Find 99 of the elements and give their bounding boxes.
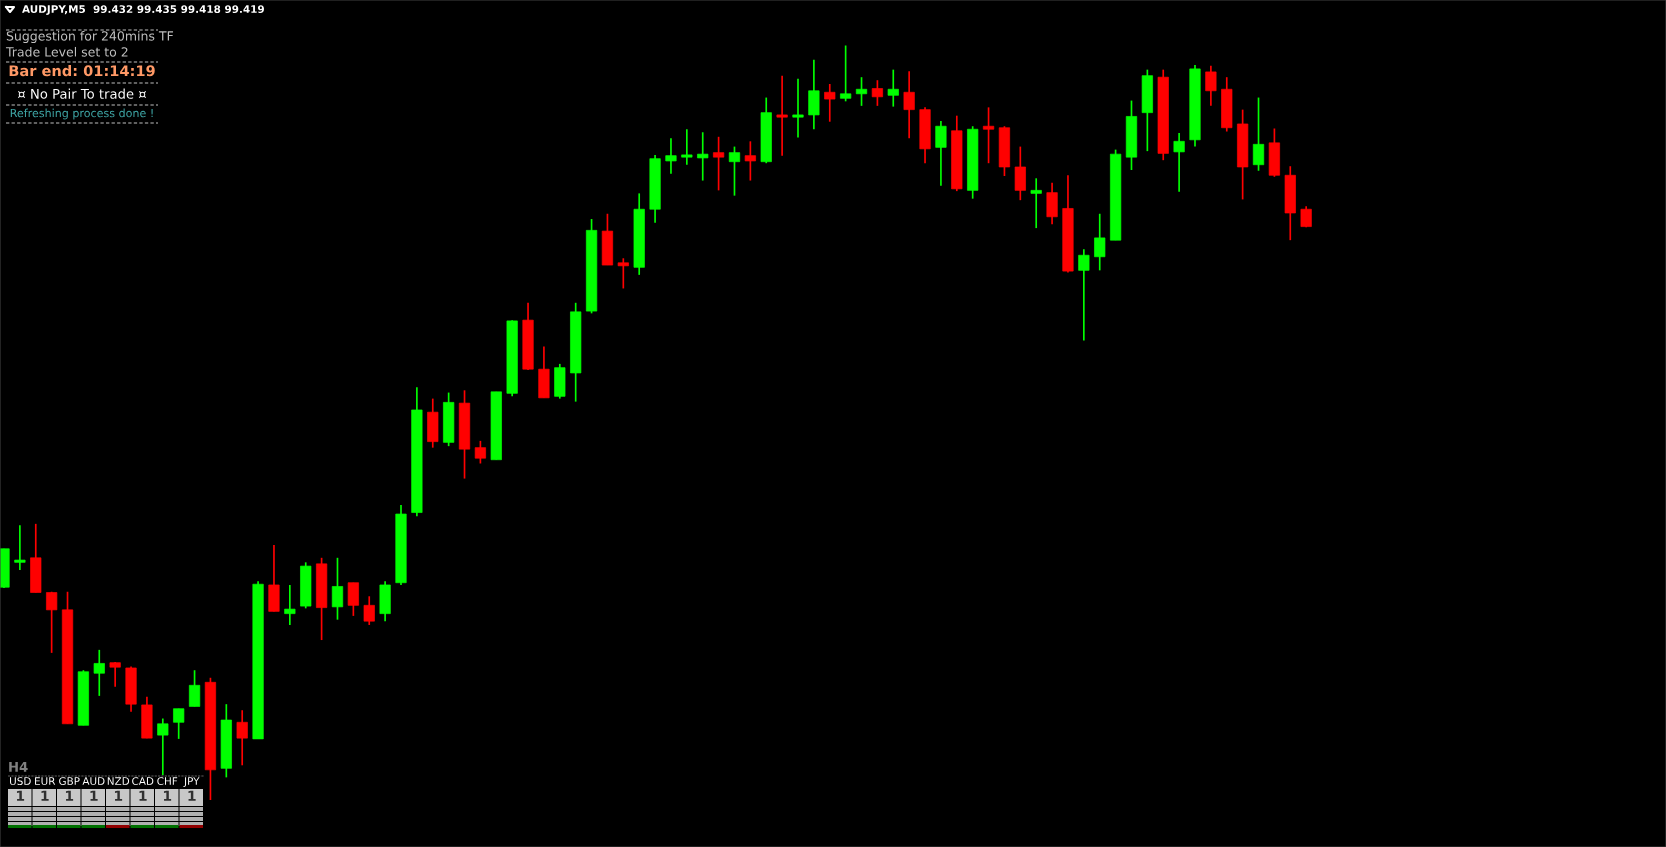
chart-title: AUDJPY,M5 99.432 99.435 99.418 99.419	[22, 5, 264, 15]
candlestick	[157, 717, 169, 776]
annotation: H4	[9, 762, 28, 772]
candlestick	[871, 79, 883, 107]
candlestick	[236, 709, 248, 767]
annotation: 1	[41, 790, 49, 801]
annotation: Trade Level set to 2	[5, 46, 128, 57]
candlestick	[188, 669, 201, 708]
text: Suggestion for 240mins TF	[6, 30, 174, 44]
annotation: 1	[16, 790, 25, 801]
candlestick	[951, 114, 963, 192]
candlestick	[617, 257, 629, 290]
candlestick	[347, 581, 359, 617]
candlestick	[713, 135, 725, 192]
candlestick	[300, 561, 312, 610]
candlestick	[77, 669, 89, 727]
candlestick	[585, 218, 598, 315]
candlestick	[1205, 65, 1217, 107]
candlestick	[601, 212, 614, 266]
candlestick	[506, 319, 518, 398]
annotation: 1	[114, 790, 123, 801]
candlestick	[458, 389, 471, 480]
candlestick	[824, 83, 836, 123]
candlestick	[93, 649, 105, 697]
candlestick	[379, 580, 391, 623]
candlestick	[490, 390, 502, 461]
candlestick	[728, 145, 741, 197]
candlestick	[760, 96, 772, 165]
candlestick	[1046, 181, 1058, 226]
candlestick	[46, 590, 58, 654]
annotation: CAD	[132, 777, 154, 786]
candlestick	[363, 595, 375, 626]
candlestick	[268, 544, 280, 613]
candlestick	[30, 523, 42, 594]
candlestick	[1078, 248, 1090, 342]
candlestick	[284, 584, 296, 626]
annotation: NZD	[107, 777, 130, 785]
annotation: CHF	[157, 777, 178, 786]
candlestick	[1110, 148, 1122, 241]
annotation: JPY	[183, 777, 200, 787]
candlestick	[252, 580, 264, 740]
candlestick	[1030, 177, 1042, 229]
candlestick	[697, 131, 709, 182]
annotation: GBP	[59, 777, 80, 786]
candlestick	[220, 703, 232, 779]
candlestick	[173, 707, 185, 740]
candlestick	[665, 137, 677, 175]
candlestick	[395, 504, 407, 586]
candlestick	[14, 524, 26, 571]
candlestick	[411, 386, 423, 518]
candlestick	[522, 301, 534, 371]
candlestick	[792, 77, 804, 139]
candlestick	[887, 68, 899, 108]
candlestick	[570, 301, 582, 403]
candlestick	[744, 140, 756, 182]
annotation: Bar end: 01:14:19	[9, 64, 155, 77]
candlestick	[1189, 64, 1201, 148]
candlestick	[776, 74, 788, 157]
annotation: 1	[139, 790, 147, 801]
candlestick	[903, 70, 915, 140]
candlestick	[1300, 205, 1312, 229]
candlestick	[633, 192, 645, 276]
candlestick	[61, 590, 74, 725]
candlestick	[649, 154, 661, 224]
candlestick	[919, 106, 931, 165]
candlestick	[1173, 132, 1185, 193]
candlestick	[125, 665, 137, 713]
candlestick	[998, 125, 1011, 177]
candlestick	[443, 391, 455, 447]
annotation: 1	[163, 790, 172, 801]
annotation: 1	[188, 790, 196, 801]
annotation: USD	[10, 777, 31, 786]
candlestick	[141, 695, 153, 739]
candlestick	[538, 345, 550, 399]
candlestick	[1094, 212, 1106, 272]
candlestick	[982, 106, 995, 165]
annotation: 1	[65, 790, 74, 801]
candlestick	[109, 661, 121, 688]
annotation: AUD	[82, 777, 105, 786]
annotation: Refreshing process done !	[10, 108, 153, 120]
candlestick	[808, 59, 820, 131]
candlestick	[840, 44, 852, 103]
annotation: 1	[90, 790, 98, 801]
candlestick	[1014, 145, 1026, 202]
candlestick	[1062, 174, 1074, 274]
candlestick	[967, 125, 979, 200]
candlestick	[1157, 68, 1169, 162]
candlestick	[1284, 165, 1296, 241]
candlestick	[681, 128, 693, 166]
candlestick	[1141, 68, 1153, 152]
candlestick	[1125, 99, 1138, 171]
candlestick	[935, 120, 947, 187]
annotation: ¤ No Pair To trade ¤	[17, 88, 147, 99]
candlestick	[316, 556, 328, 641]
candlestick	[474, 440, 486, 465]
annotation: EUR	[35, 777, 56, 786]
candlestick	[1268, 127, 1280, 178]
candlestick	[1237, 108, 1249, 201]
candlestick	[554, 363, 566, 400]
